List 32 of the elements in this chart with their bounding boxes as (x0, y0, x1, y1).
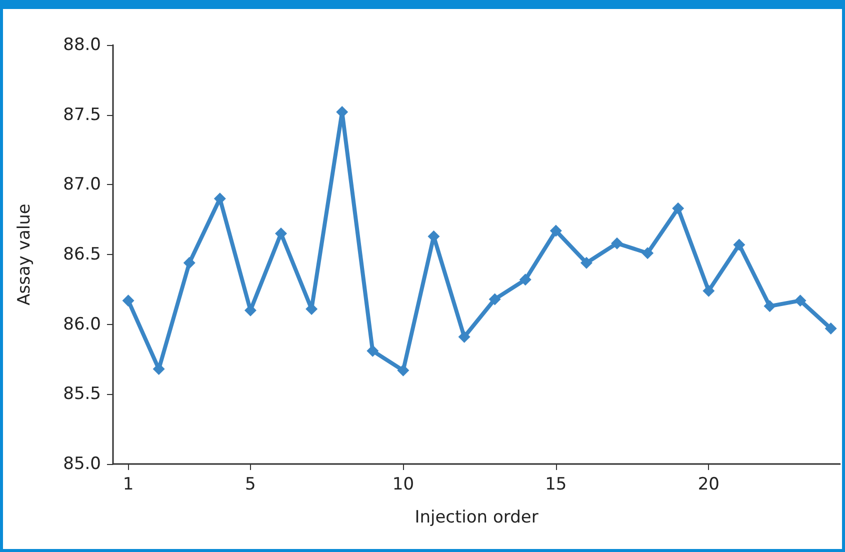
point (275, 228, 288, 240)
x-axis-title: Injection order (414, 508, 538, 528)
x-tick-label: 1 (122, 474, 134, 494)
y-tick-label: 87.0 (63, 174, 101, 195)
y-tick-label: 86.0 (63, 314, 101, 334)
point (397, 364, 410, 376)
y-tick-label: 85.0 (63, 454, 101, 474)
x-tick-label: 5 (245, 474, 256, 494)
point (183, 256, 196, 269)
point (794, 294, 806, 307)
point (519, 274, 532, 286)
point (488, 293, 501, 306)
y-tick-label: 88.0 (63, 35, 101, 55)
point (580, 256, 592, 269)
point (366, 344, 379, 357)
point (642, 247, 654, 260)
point (672, 202, 684, 214)
point (824, 322, 837, 335)
point (702, 284, 715, 297)
x-tick-label: 15 (545, 474, 567, 494)
point (733, 238, 746, 251)
y-tick-label: 85.5 (63, 384, 101, 404)
point (550, 224, 562, 237)
x-tick-label: 10 (392, 474, 414, 494)
x-tick-label: 20 (698, 474, 720, 494)
y-axis-title: Assay value (14, 204, 34, 306)
y-tick-label: 87.5 (63, 104, 101, 125)
point (122, 294, 134, 307)
point (611, 237, 624, 250)
y-tick-label: 86.5 (63, 244, 101, 264)
point (764, 300, 776, 312)
point (458, 330, 470, 343)
